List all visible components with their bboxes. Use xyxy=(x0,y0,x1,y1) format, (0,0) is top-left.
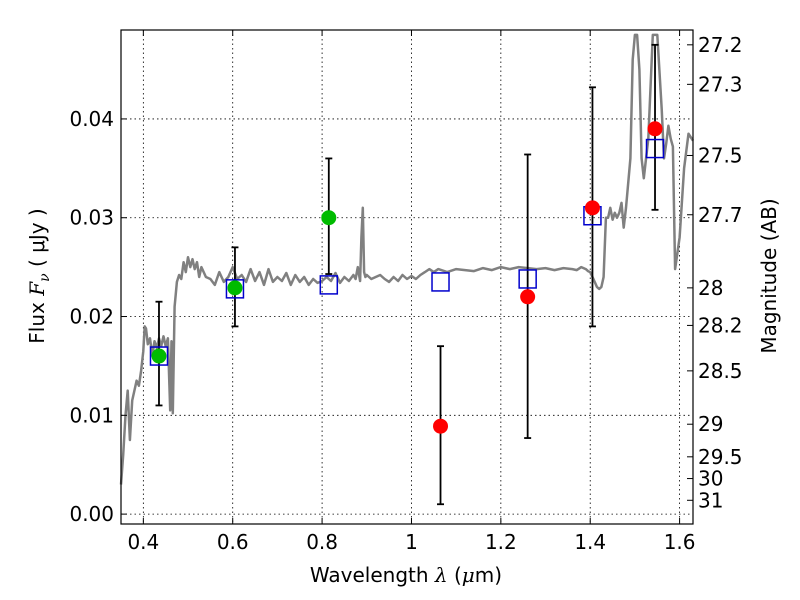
y-tick-label: 0.01 xyxy=(69,403,114,427)
y-tick-label: 0.03 xyxy=(69,206,114,230)
red-data-point xyxy=(647,121,663,137)
bandpass-square xyxy=(518,269,537,289)
model-spectrum-layer xyxy=(119,33,695,485)
right-axis-label: Magnitude (AB) xyxy=(757,198,781,353)
x-tick-label: 0.4 xyxy=(127,530,159,554)
x-tick-label: 0.8 xyxy=(306,530,338,554)
magnitude-tick-label: 28 xyxy=(698,276,723,300)
magnitude-tick-label: 28.5 xyxy=(698,359,743,383)
y-tick-label: 0.00 xyxy=(69,502,114,526)
y-tick-label: 0.02 xyxy=(69,305,114,329)
bandpass-square xyxy=(319,275,339,295)
bandpass-square xyxy=(645,138,665,159)
green-data-point xyxy=(321,210,337,226)
magnitude-tick-label: 27.7 xyxy=(698,203,743,227)
x-tick-label: 1 xyxy=(405,530,418,554)
plot-frame xyxy=(120,29,694,525)
x-tick-label: 0.6 xyxy=(217,530,249,554)
magnitude-tick-label: 27.5 xyxy=(698,143,743,167)
red-data-point xyxy=(433,418,449,434)
green-data-point xyxy=(151,348,167,364)
magnitude-tick-label: 31 xyxy=(698,488,723,512)
bandpass-square xyxy=(431,272,450,292)
magnitude-tick-label: 29 xyxy=(698,412,723,436)
tick-layer: 0.4 0.6 0.8 1 1.2 1.4 1.6 0.00 0.01 0.02 0.03 0.04 2… xyxy=(69,30,743,554)
bandpass-square xyxy=(149,346,169,366)
photometry-point-layer xyxy=(151,121,663,434)
bandpass-square xyxy=(225,279,245,299)
magnitude-tick-label: 29.5 xyxy=(698,445,743,469)
magnitude-tick-label: 30 xyxy=(698,467,723,491)
red-data-point xyxy=(520,289,536,305)
x-axis-label: Wavelength λ (μm) xyxy=(310,563,502,587)
y-axis-label: Flux Fν ( μJy ) xyxy=(25,208,53,343)
x-tick-label: 1.6 xyxy=(664,530,696,554)
magnitude-tick-label: 27.2 xyxy=(698,33,743,57)
red-data-point xyxy=(584,200,600,216)
model-spectrum-line xyxy=(119,33,695,485)
errorbar-layer xyxy=(155,43,659,506)
y-tick-label: 0.04 xyxy=(69,107,114,131)
bandpass-square-layer xyxy=(149,138,665,366)
grid xyxy=(121,30,693,524)
x-tick-label: 1.2 xyxy=(485,530,517,554)
green-data-point xyxy=(227,280,243,296)
magnitude-tick-label: 27.3 xyxy=(698,72,743,96)
magnitude-tick-label: 28.2 xyxy=(698,313,743,337)
x-tick-label: 1.4 xyxy=(574,530,606,554)
